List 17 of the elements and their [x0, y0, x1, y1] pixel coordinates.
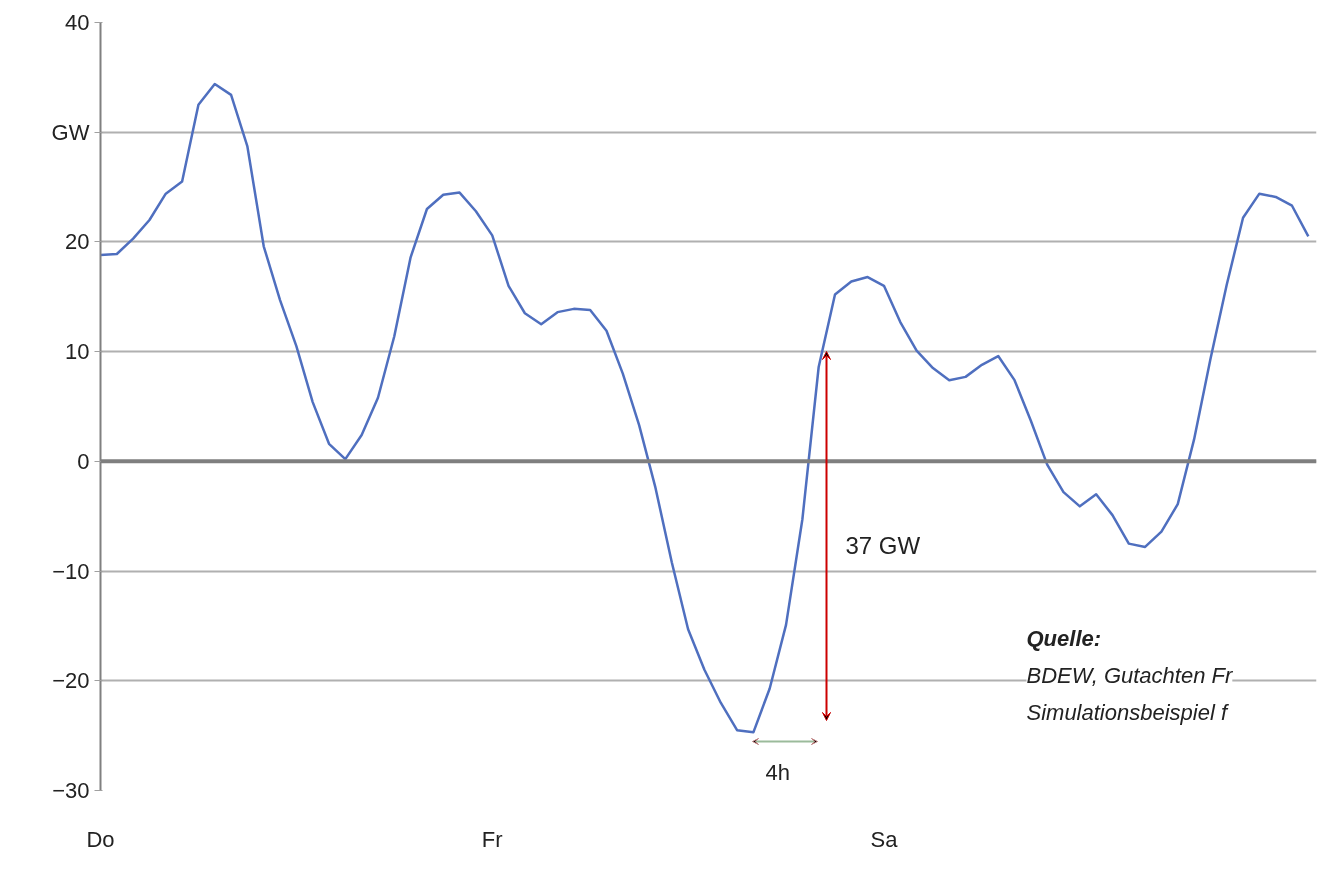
annotation: Simulationsbeispiel f	[1026, 699, 1230, 725]
annotation: 37 GW	[845, 531, 921, 559]
annotation: 4h	[765, 759, 790, 785]
y-tick-label: −20	[52, 668, 90, 694]
line-series	[100, 82, 1310, 734]
y-tick-label: −30	[52, 778, 90, 803]
x-tick-label: Fr	[481, 826, 503, 852]
y-tick-label: 0	[77, 448, 90, 474]
y-tick-label: 10	[65, 339, 90, 365]
y-tick-label: −10	[52, 558, 90, 584]
y-tick-label: GW	[51, 119, 90, 145]
y-tick-label: 20	[65, 229, 90, 255]
x-tick-label: Do	[86, 826, 115, 852]
y-tick-label: 40	[65, 10, 90, 35]
annotation: Quelle:	[1026, 625, 1102, 651]
x-tick-label: Sa	[870, 826, 899, 852]
annotation: BDEW, Gutachten Fr	[1026, 662, 1234, 688]
